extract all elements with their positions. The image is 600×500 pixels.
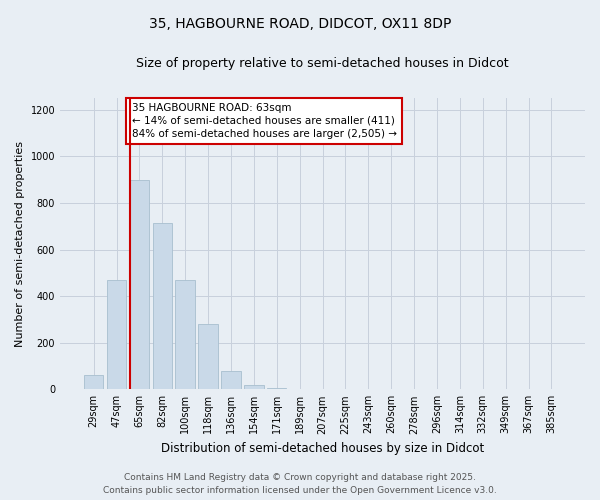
Bar (107, 280, 126, 390)
Text: Contains HM Land Registry data © Crown copyright and database right 2025.
Contai: Contains HM Land Registry data © Crown c… (103, 474, 497, 495)
Bar (152, 222, 172, 390)
Text: 35, HAGBOURNE ROAD, DIDCOT, OX11 8DP: 35, HAGBOURNE ROAD, DIDCOT, OX11 8DP (149, 18, 451, 32)
Bar (84, 376, 103, 390)
Y-axis label: Number of semi-detached properties: Number of semi-detached properties (15, 140, 25, 346)
Bar (221, 370, 241, 390)
Bar (199, 324, 218, 390)
Bar (267, 388, 286, 390)
Bar (244, 384, 263, 390)
X-axis label: Distribution of semi-detached houses by size in Didcot: Distribution of semi-detached houses by … (161, 442, 484, 455)
Bar (130, 180, 149, 390)
Bar (175, 280, 195, 390)
Text: 35 HAGBOURNE ROAD: 63sqm
← 14% of semi-detached houses are smaller (411)
84% of : 35 HAGBOURNE ROAD: 63sqm ← 14% of semi-d… (131, 102, 397, 139)
Title: Size of property relative to semi-detached houses in Didcot: Size of property relative to semi-detach… (136, 58, 509, 70)
